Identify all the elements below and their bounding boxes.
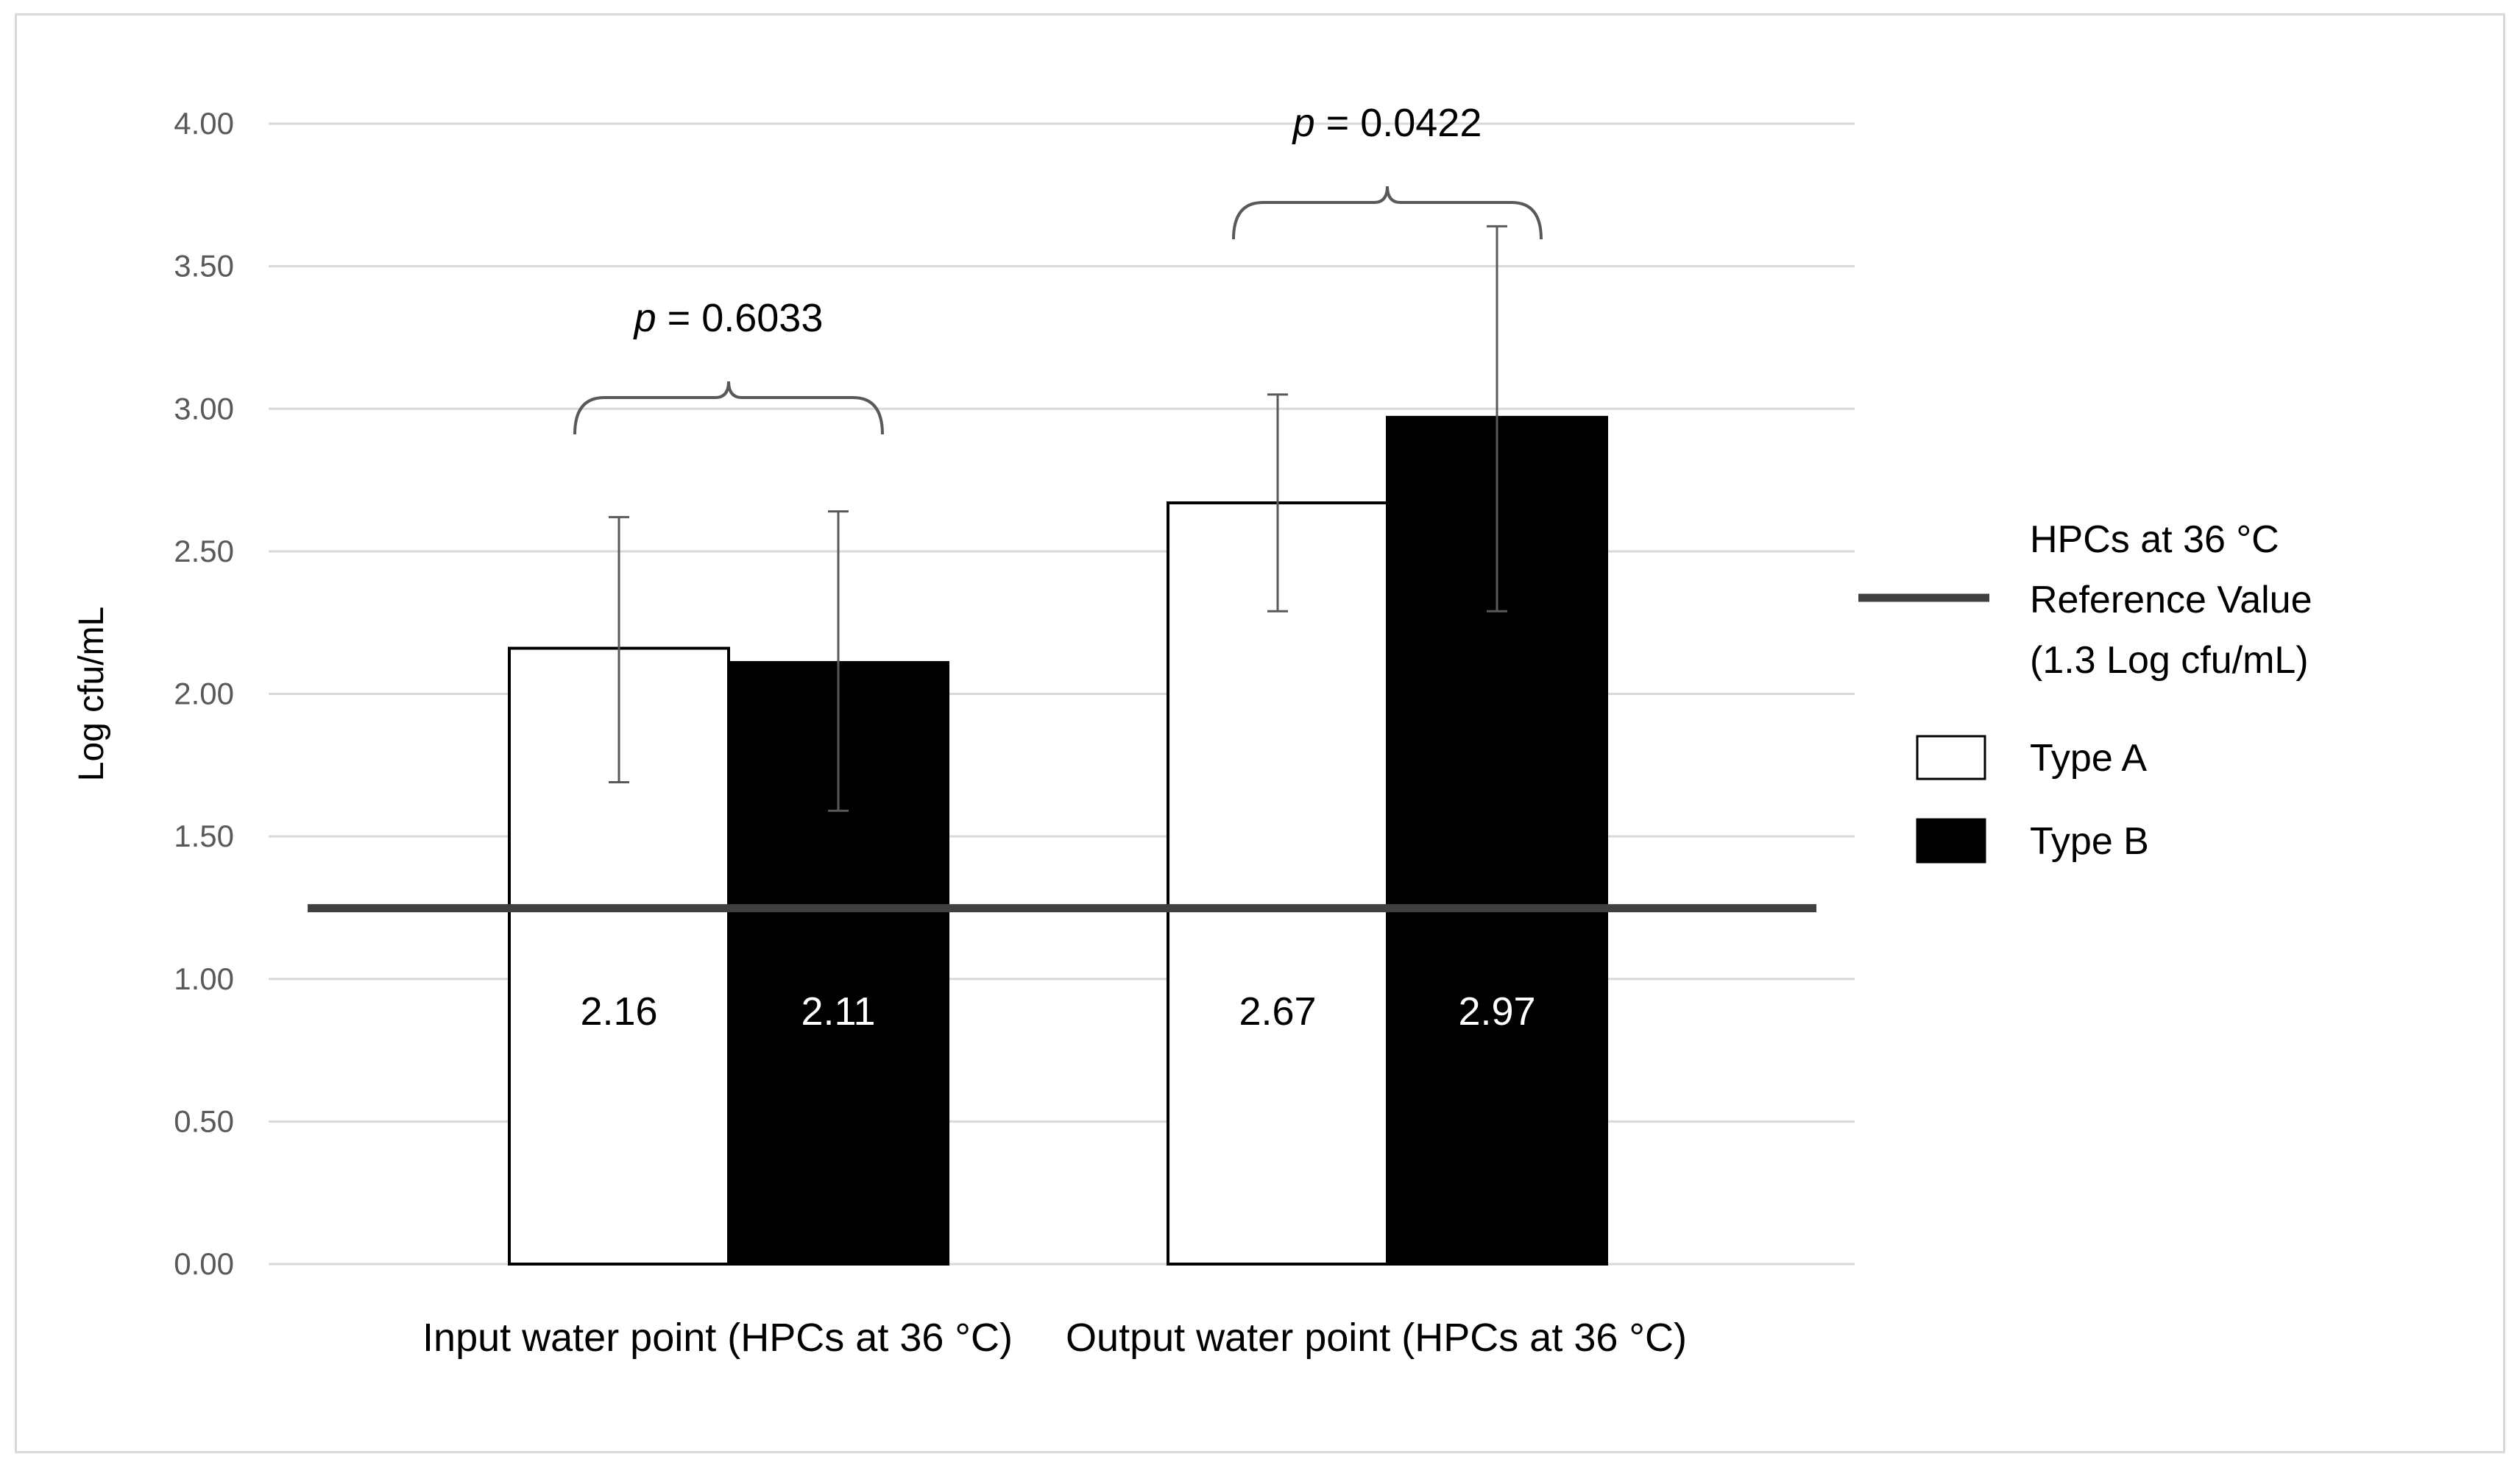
significance-bracket xyxy=(1232,186,1543,240)
y-tick-label: 0.00 xyxy=(174,1246,234,1281)
y-tick-label: 3.00 xyxy=(174,391,234,426)
legend-swatch xyxy=(1916,735,1986,780)
data-label: 2.11 xyxy=(801,989,875,1034)
y-tick-label: 0.50 xyxy=(174,1104,234,1138)
legend-label-reference: HPCs at 36 °C xyxy=(2030,518,2279,561)
p-symbol: p xyxy=(633,296,656,340)
y-tick-labels: 0.00 0.50 1.00 1.50 2.00 2.50 3.00 3.50 4.00 xyxy=(174,106,234,1281)
legend-label: Type A xyxy=(2030,737,2147,780)
error-bars xyxy=(609,225,1507,812)
category-label: Output water point (HPCs at 36 °C) xyxy=(1066,1316,1687,1360)
y-tick-label: 1.50 xyxy=(174,819,234,853)
y-axis-title: Log cfu/mL xyxy=(72,607,111,781)
data-labels: 2.16 2.67 2.11 2.97 xyxy=(580,989,1535,1034)
legend-label-reference: Reference Value xyxy=(2030,579,2312,621)
y-tick-label: 4.00 xyxy=(174,106,234,141)
p-value: = 0.0422 xyxy=(1315,101,1482,145)
bars xyxy=(508,415,1608,1266)
data-label: 2.97 xyxy=(1458,989,1535,1034)
p-value-label: p = 0.0422 xyxy=(1292,101,1482,145)
significance-bracket xyxy=(573,381,884,435)
category-labels: Input water point (HPCs at 36 °C) Output … xyxy=(422,1316,1687,1360)
y-tick-label: 3.50 xyxy=(174,249,234,283)
legend-label: Type B xyxy=(2030,820,2149,863)
legend-swatch xyxy=(1916,818,1986,864)
data-label: 2.67 xyxy=(1239,989,1316,1034)
gridlines xyxy=(269,122,1855,1266)
legend: HPCs at 36 °C Reference Value (1.3 Log cfu… xyxy=(1858,518,2312,864)
category-label: Input water point (HPCs at 36 °C) xyxy=(422,1316,1013,1360)
data-label: 2.16 xyxy=(580,989,657,1034)
y-tick-label: 1.00 xyxy=(174,961,234,996)
p-value-label: p = 0.6033 xyxy=(633,296,824,340)
p-symbol: p xyxy=(1292,101,1315,145)
p-value: = 0.6033 xyxy=(656,296,824,340)
y-tick-label: 2.50 xyxy=(174,534,234,568)
bar xyxy=(1167,501,1389,1266)
y-tick-label: 2.00 xyxy=(174,677,234,711)
legend-label-reference: (1.3 Log cfu/mL) xyxy=(2030,639,2309,682)
